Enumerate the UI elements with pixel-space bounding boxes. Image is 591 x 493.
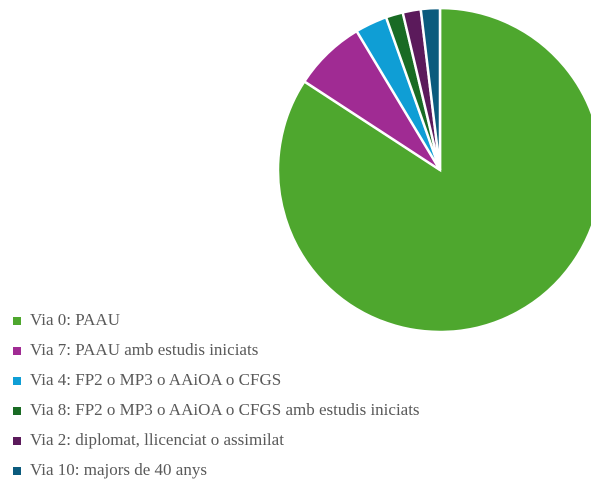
legend-label: Via 8: FP2 o MP3 o AAiOA o CFGS amb estu… bbox=[30, 400, 420, 419]
legend-label: Via 2: diplomat, llicenciat o assimilat bbox=[30, 430, 284, 449]
legend-swatch bbox=[13, 437, 21, 445]
legend-label: Via 7: PAAU amb estudis iniciats bbox=[30, 340, 258, 359]
legend-label: Via 0: PAAU bbox=[30, 310, 120, 329]
legend-swatch bbox=[13, 347, 21, 355]
legend-label: Via 4: FP2 o MP3 o AAiOA o CFGS bbox=[30, 370, 281, 389]
pie-slice bbox=[276, 6, 591, 334]
legend: Via 0: PAAU Via 7: PAAU amb estudis inici… bbox=[13, 310, 420, 479]
legend-swatch bbox=[13, 467, 21, 475]
legend-swatch bbox=[13, 317, 21, 325]
legend-swatch bbox=[13, 407, 21, 415]
pie bbox=[276, 6, 591, 334]
legend-swatch bbox=[13, 377, 21, 385]
legend-label: Via 10: majors de 40 anys bbox=[30, 460, 207, 479]
pie-slice bbox=[419, 6, 442, 171]
